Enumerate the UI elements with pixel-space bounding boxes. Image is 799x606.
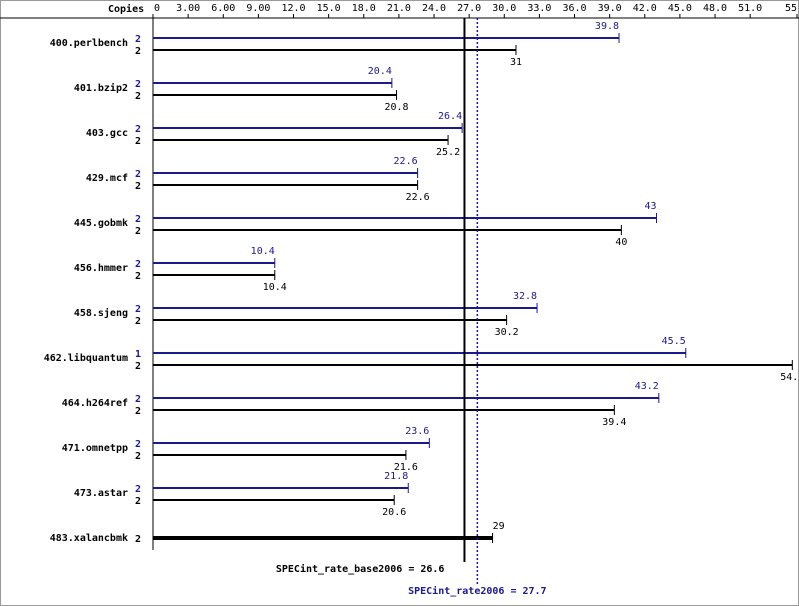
copies-label: 2	[135, 46, 141, 57]
benchmark-label: 483.xalancbmk	[50, 533, 128, 544]
value-label: 43	[644, 201, 656, 212]
value-label: 10.4	[263, 282, 287, 293]
copies-label: 2	[135, 316, 141, 327]
x-tick-label: 39.0	[598, 3, 622, 14]
value-label: 43.2	[635, 381, 659, 392]
copies-header: Copies	[108, 3, 144, 15]
x-tick-label: 9.00	[246, 3, 270, 14]
copies-label: 2	[135, 534, 141, 545]
x-tick-label: 27.0	[457, 3, 481, 14]
x-tick-label: 33.0	[527, 3, 551, 14]
copies-label: 2	[135, 484, 141, 495]
value-label: 22.6	[406, 192, 430, 203]
value-label: 54.6	[780, 372, 799, 383]
value-label: 21.6	[394, 462, 418, 473]
value-label: 20.8	[385, 102, 409, 113]
copies-label: 2	[135, 451, 141, 462]
x-tick-label: 48.0	[703, 3, 727, 14]
copies-label: 2	[135, 304, 141, 315]
benchmark-label: 429.mcf	[86, 173, 128, 184]
benchmark-label: 445.gobmk	[74, 218, 128, 229]
x-tick-label: 30.0	[492, 3, 516, 14]
copies-label: 2	[135, 361, 141, 372]
x-tick-label: 24.0	[422, 3, 446, 14]
value-label: 23.6	[405, 426, 429, 437]
value-label: 45.5	[662, 336, 686, 347]
x-tick-label: 18.0	[352, 3, 376, 14]
copies-label: 2	[135, 394, 141, 405]
x-tick-label: 45.0	[668, 3, 692, 14]
benchmark-label: 401.bzip2	[74, 82, 128, 94]
x-tick-label: 21.0	[387, 3, 411, 14]
copies-label: 2	[135, 259, 141, 270]
x-tick-label: 51.0	[738, 3, 762, 14]
copies-label: 2	[135, 406, 141, 417]
benchmark-label: 403.gcc	[86, 128, 128, 139]
copies-label: 2	[135, 214, 141, 225]
x-tick-label: 15.0	[317, 3, 341, 14]
value-label: 39.4	[602, 417, 626, 428]
value-label: 30.2	[495, 327, 519, 338]
x-tick-label: 12.0	[281, 3, 305, 14]
copies-label: 2	[135, 271, 141, 282]
x-tick-label: 0	[154, 3, 160, 14]
copies-label: 2	[135, 496, 141, 507]
copies-label: 2	[135, 124, 141, 135]
copies-label: 2	[135, 181, 141, 192]
x-tick-label: 6.00	[211, 3, 235, 14]
copies-label: 2	[135, 136, 141, 147]
value-label: 20.4	[368, 66, 392, 77]
x-tick-label: 55.0	[785, 3, 799, 14]
benchmark-label: 471.omnetpp	[62, 443, 128, 454]
value-label: 32.8	[513, 291, 537, 302]
value-label: 10.4	[251, 246, 275, 257]
value-label: 21.8	[384, 471, 408, 482]
reference-label: SPECint_rate2006 = 27.7	[408, 585, 546, 597]
benchmark-label: 462.libquantum	[44, 352, 128, 364]
benchmark-label: 458.sjeng	[74, 307, 128, 319]
value-label: 31	[510, 57, 522, 68]
copies-label: 2	[135, 226, 141, 237]
benchmark-label: 400.perlbench	[50, 38, 128, 49]
value-label: 25.2	[436, 147, 460, 158]
benchmark-label: 456.hmmer	[74, 263, 128, 274]
copies-label: 2	[135, 91, 141, 102]
value-label: 40	[615, 237, 627, 248]
reference-label: SPECint_rate_base2006 = 26.6	[276, 563, 445, 575]
value-label: 20.6	[382, 507, 406, 518]
copies-label: 2	[135, 79, 141, 90]
benchmark-label: 473.astar	[74, 488, 128, 499]
value-label: 26.4	[438, 111, 462, 122]
copies-label: 1	[135, 349, 141, 360]
x-tick-label: 42.0	[633, 3, 657, 14]
value-label: 29	[493, 521, 505, 532]
copies-label: 2	[135, 34, 141, 45]
value-label: 22.6	[394, 156, 418, 167]
x-tick-label: 36.0	[562, 3, 586, 14]
benchmark-label: 464.h264ref	[62, 398, 128, 409]
copies-label: 2	[135, 439, 141, 450]
value-label: 39.8	[595, 21, 619, 32]
copies-label: 2	[135, 169, 141, 180]
x-tick-label: 3.00	[176, 3, 200, 14]
